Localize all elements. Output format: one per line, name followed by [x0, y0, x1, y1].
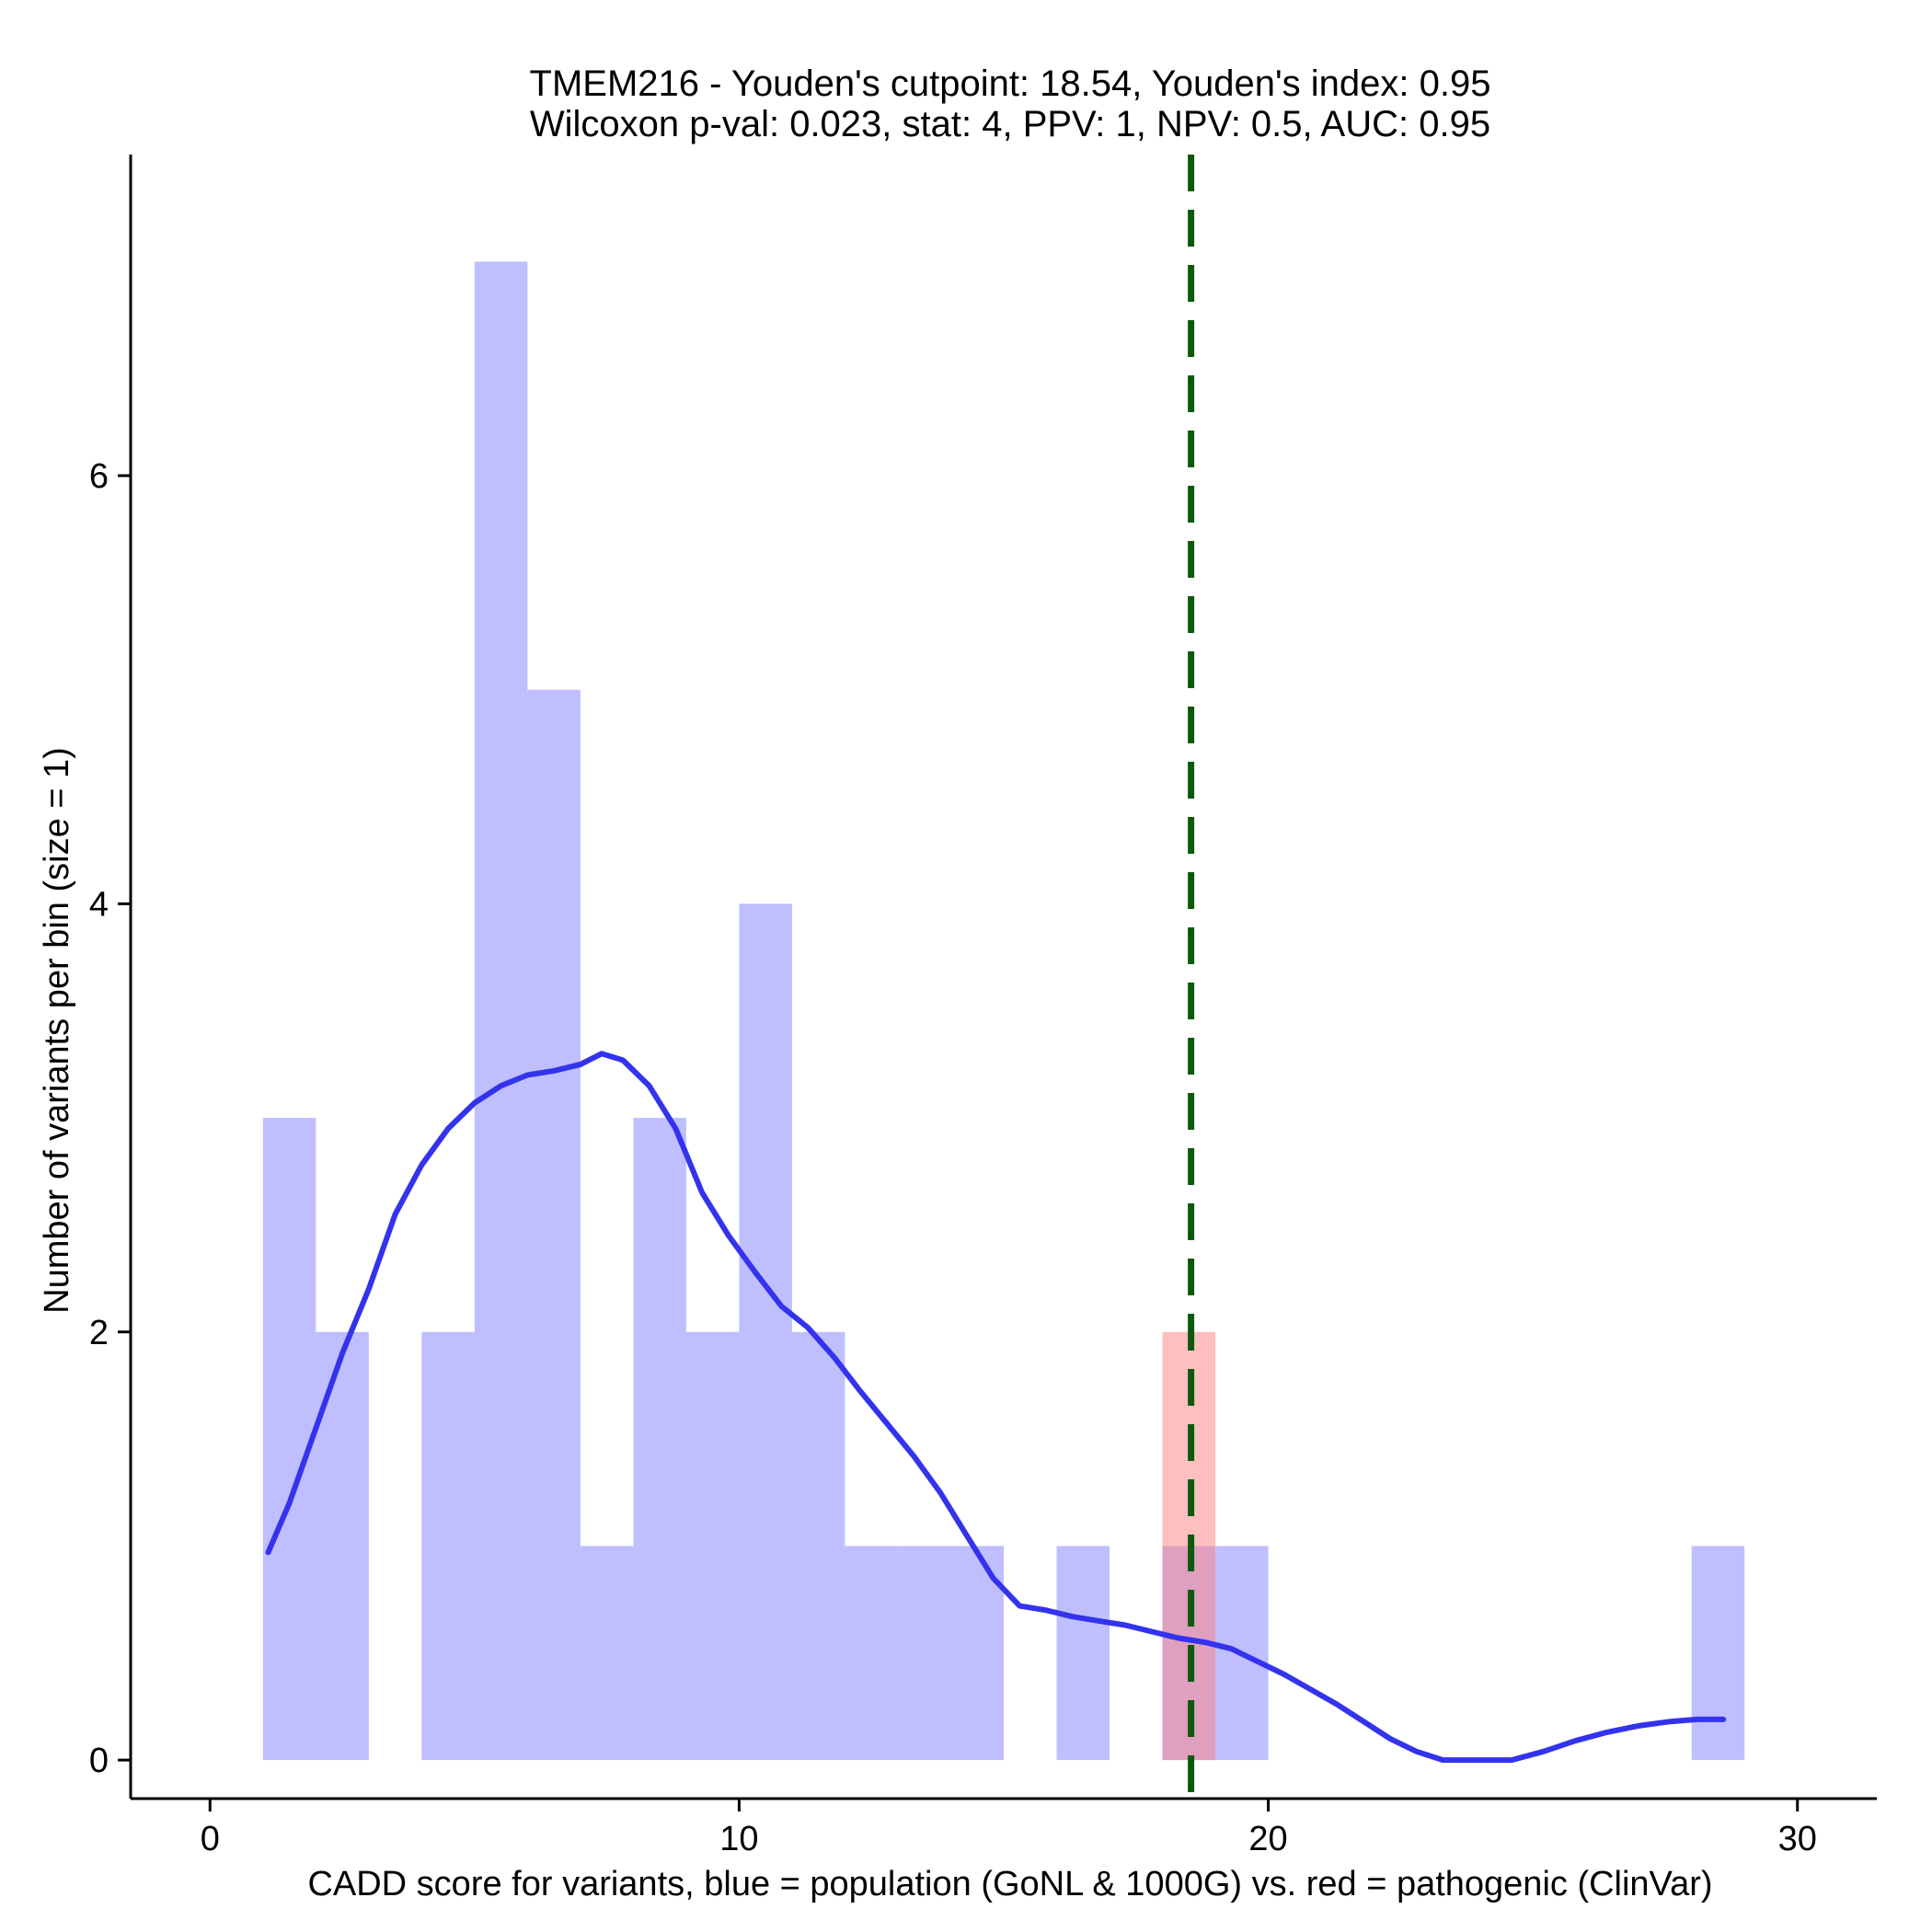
population-bars — [262, 261, 1745, 1761]
population-bar — [262, 1118, 316, 1761]
population-bar — [897, 1546, 951, 1761]
chart-title-line2: Wilcoxon p-val: 0.023, stat: 4, PPV: 1, … — [530, 104, 1490, 144]
population-bar — [474, 261, 528, 1761]
x-tick-label: 30 — [1778, 1820, 1817, 1858]
y-tick-label: 4 — [89, 885, 109, 924]
x-axis-label: CADD score for variants, blue = populati… — [307, 1865, 1712, 1903]
population-bar — [421, 1331, 475, 1761]
population-bar — [316, 1331, 369, 1761]
population-bar — [1691, 1546, 1745, 1761]
y-tick-label: 6 — [89, 457, 109, 496]
population-bar — [739, 903, 792, 1761]
chart-title-line1: TMEM216 - Youden's cutpoint: 18.54, Youd… — [530, 63, 1491, 104]
population-bar — [527, 689, 581, 1761]
population-bar — [791, 1331, 845, 1761]
x-tick-label: 10 — [719, 1820, 758, 1858]
y-tick-label: 0 — [89, 1742, 109, 1780]
population-bar — [685, 1331, 740, 1761]
population-bar — [1056, 1546, 1110, 1761]
y-axis-label: Number of variants per bin (size = 1) — [38, 747, 76, 1314]
population-bar — [845, 1546, 898, 1761]
x-tick-label: 0 — [201, 1820, 220, 1858]
x-tick-label: 20 — [1248, 1820, 1287, 1858]
population-bar — [633, 1118, 686, 1761]
density-curve — [265, 1051, 1727, 1764]
y-axis-ticks: 0 2 4 6 — [89, 457, 131, 1780]
x-axis-ticks: 0 10 20 30 — [201, 1799, 1817, 1858]
y-tick-label: 2 — [89, 1314, 109, 1352]
population-bar — [580, 1546, 634, 1761]
